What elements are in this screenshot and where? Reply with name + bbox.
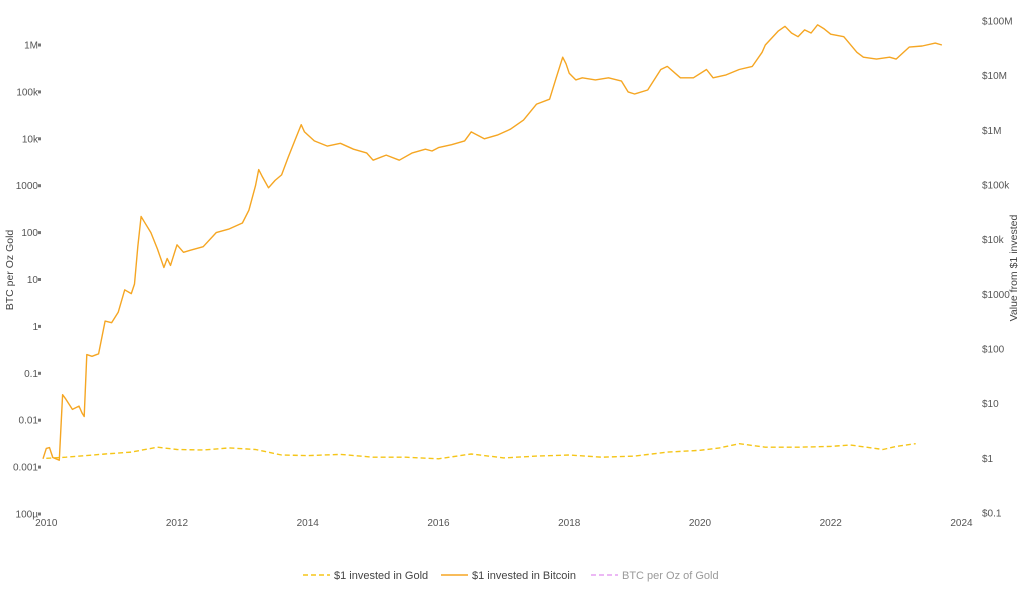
right-axis: $0.1 $1 $10 $100 $1000 $10k $100k $1M $10M $100M: [982, 17, 1013, 520]
left-tick-label: 0.01: [19, 416, 39, 427]
right-tick-label: $1000: [982, 290, 1010, 301]
legend-label-ratio: BTC per Oz of Gold: [622, 570, 719, 582]
right-tick-label: $10: [982, 399, 999, 410]
left-tick-label: 0.1: [24, 369, 38, 380]
left-tick-mark: [38, 137, 41, 141]
left-axis: 100µ 0.001 0.01 0.1 1 10 100 1000 10k 100k 1M: [13, 41, 41, 521]
gold-series-line: [46, 443, 916, 460]
left-tick-label: 1: [32, 322, 38, 333]
right-tick-label: $1M: [982, 126, 1001, 137]
right-tick-label: $100M: [982, 17, 1013, 28]
left-tick-mark: [38, 231, 41, 235]
right-tick-label: $10M: [982, 71, 1007, 82]
left-tick-label: 1M: [24, 41, 38, 52]
legend-item-bitcoin[interactable]: $1 invested in Bitcoin: [441, 570, 576, 582]
left-tick-mark: [38, 184, 41, 188]
x-tick-label: 2010: [35, 518, 58, 529]
left-tick-label: 1000: [16, 181, 39, 192]
left-tick-label: 100µ: [16, 510, 39, 521]
legend-label-bitcoin: $1 invested in Bitcoin: [472, 570, 576, 582]
x-tick-label: 2024: [950, 518, 973, 529]
right-tick-label: $1: [982, 454, 994, 465]
x-tick-label: 2014: [297, 518, 320, 529]
legend-item-ratio[interactable]: BTC per Oz of Gold: [591, 570, 719, 582]
legend: $1 invested in Gold $1 invested in Bitco…: [303, 570, 719, 582]
left-tick-label: 100: [21, 228, 38, 239]
left-tick-label: 10: [27, 275, 39, 286]
x-tick-label: 2016: [427, 518, 450, 529]
left-tick-label: 100k: [16, 87, 39, 98]
left-tick-label: 10k: [22, 134, 39, 145]
x-tick-label: 2020: [689, 518, 712, 529]
left-axis-title: BTC per Oz Gold: [4, 230, 16, 311]
right-tick-label: $10k: [982, 235, 1005, 246]
right-axis-title: Value from $1 invested: [1008, 215, 1020, 322]
x-tick-label: 2018: [558, 518, 581, 529]
plot-area: [42, 24, 943, 461]
left-tick-label: 0.001: [13, 463, 38, 474]
left-tick-mark: [38, 43, 41, 47]
right-tick-label: $100: [982, 345, 1005, 356]
right-tick-label: $0.1: [982, 509, 1002, 520]
legend-label-gold: $1 invested in Gold: [334, 570, 428, 582]
right-tick-label: $100k: [982, 181, 1010, 192]
left-tick-mark: [38, 512, 41, 516]
x-tick-label: 2022: [820, 518, 843, 529]
left-tick-mark: [38, 324, 41, 328]
left-tick-mark: [38, 418, 41, 422]
left-tick-mark: [38, 90, 41, 94]
left-tick-mark: [38, 465, 41, 469]
bitcoin-series-line: [42, 24, 943, 461]
x-tick-label: 2012: [166, 518, 189, 529]
left-tick-mark: [38, 371, 41, 375]
left-tick-mark: [38, 278, 41, 281]
legend-item-gold[interactable]: $1 invested in Gold: [303, 570, 428, 582]
x-axis: 2010 2012 2014 2016 2018 2020 2022 2024: [35, 518, 973, 529]
